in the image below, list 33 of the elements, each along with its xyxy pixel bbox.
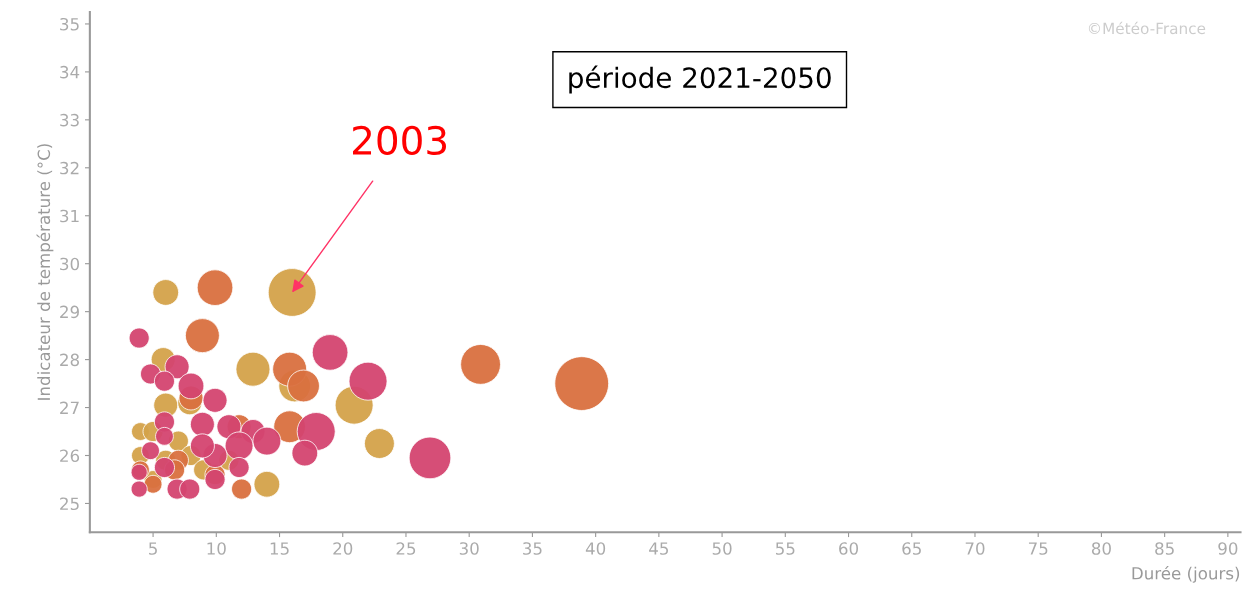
x-tick-label: 35	[523, 542, 542, 555]
y-tick-label: 28	[60, 353, 79, 367]
x-tick-label: 60	[839, 542, 859, 555]
x-tick-label: 50	[712, 542, 732, 555]
x-tick-label: 10	[207, 542, 226, 555]
x-tick-label: 25	[396, 542, 416, 555]
y-tick-label: 32	[60, 161, 79, 175]
x-tick-label: 30	[459, 542, 479, 555]
x-tick-label: 40	[585, 542, 606, 555]
y-axis-title: Indicateur de température (°C)	[36, 144, 54, 400]
x-tick-label: 65	[902, 542, 921, 555]
annotation: période 2021-2050	[569, 65, 831, 94]
x-tick-label: 45	[649, 542, 669, 555]
x-tick-label: 90	[1218, 542, 1238, 555]
y-tick-label: 35	[60, 17, 79, 31]
y-tick-label: 30	[60, 257, 80, 271]
x-tick-label: 20	[333, 542, 353, 555]
y-tick-label: 31	[60, 209, 79, 223]
y-tick-label: 33	[60, 113, 79, 127]
x-tick-label: 15	[270, 542, 289, 555]
y-tick-label: 29	[60, 305, 79, 319]
annotation: 2003	[353, 125, 447, 156]
x-axis-title: Durée (jours)	[1132, 566, 1240, 583]
x-tick-label: 75	[1028, 542, 1048, 555]
y-tick-label: 26	[60, 449, 80, 463]
y-tick-label: 25	[60, 497, 79, 511]
x-tick-label: 5	[149, 542, 157, 555]
x-tick-label: 70	[965, 542, 985, 555]
x-tick-label: 80	[1091, 542, 1111, 555]
x-tick-label: 55	[775, 542, 795, 555]
x-tick-label: 85	[1155, 542, 1174, 555]
y-tick-label: 34	[60, 65, 80, 79]
y-tick-label: 27	[60, 401, 79, 414]
